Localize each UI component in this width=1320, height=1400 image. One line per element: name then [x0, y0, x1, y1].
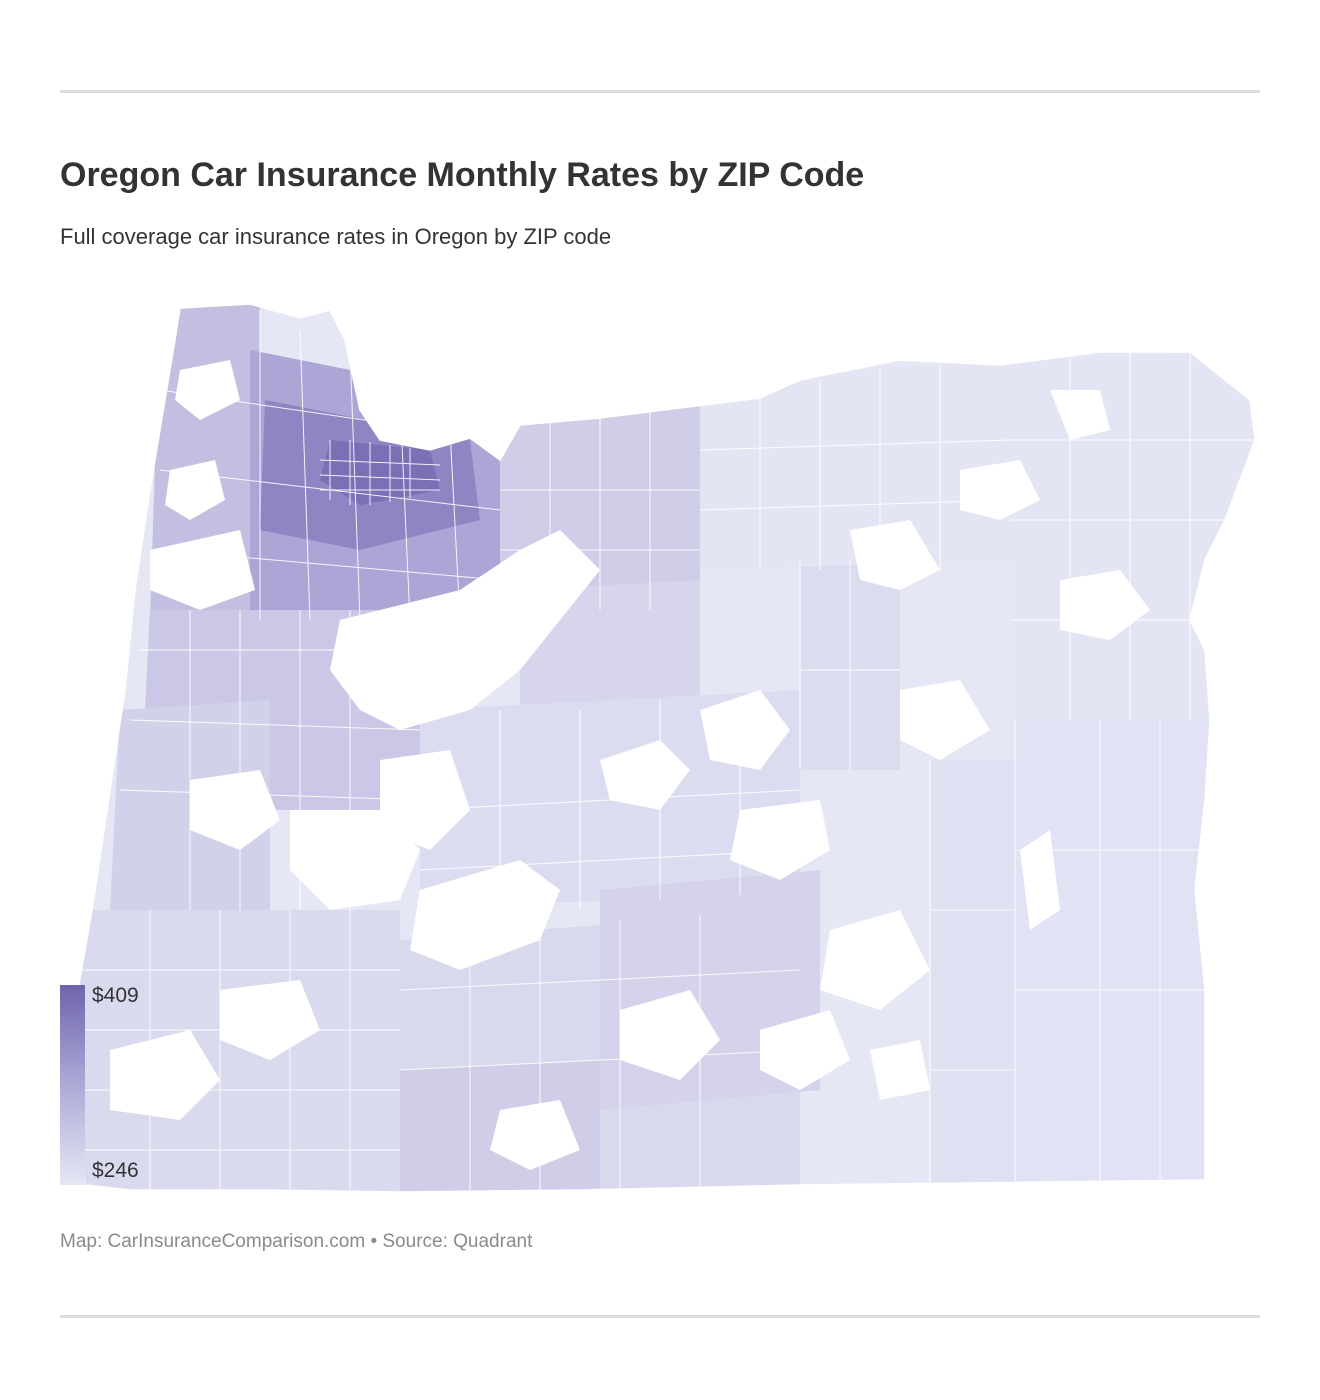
page-subtitle: Full coverage car insurance rates in Ore…	[60, 224, 612, 249]
bottom-divider	[60, 1315, 1260, 1318]
zip-boundaries	[80, 310, 1255, 1192]
region-northeast	[1010, 350, 1255, 720]
region-columbia-east	[700, 360, 1010, 570]
oregon-outline	[77, 303, 1256, 1193]
page-title: Oregon Car Insurance Monthly Rates by ZI…	[60, 156, 865, 194]
legend-min-label: $246	[92, 1159, 139, 1182]
map-regions	[78, 304, 1255, 1192]
oregon-zip-choropleth-map	[77, 303, 1256, 1193]
region-harney	[930, 760, 1015, 1192]
no-data-areas	[110, 360, 1150, 1170]
region-mid-central	[520, 580, 700, 730]
region-southeast	[1015, 720, 1255, 1192]
legend-max-label: $409	[92, 984, 139, 1007]
top-divider	[60, 90, 1260, 93]
source-credit: Map: CarInsuranceComparison.com • Source…	[60, 1231, 533, 1252]
color-scale-legend	[60, 985, 85, 1185]
region-southwest	[80, 910, 400, 1192]
